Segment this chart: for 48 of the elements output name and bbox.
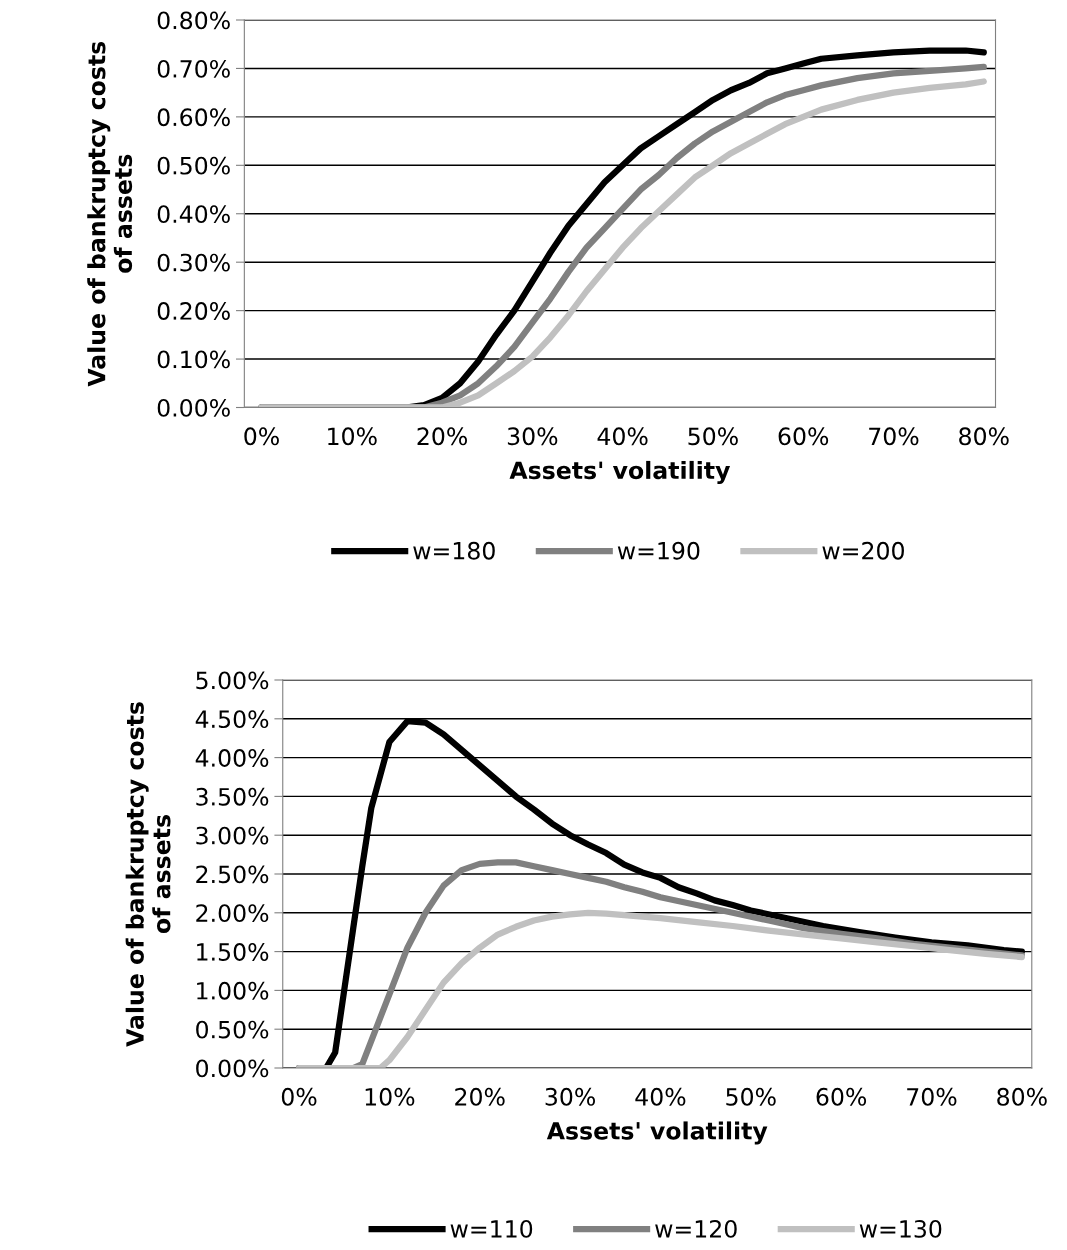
y-tick-label: 1.00% [197, 981, 269, 1000]
y-tick-label: 0.60% [157, 108, 230, 127]
x-tick-label: 40% [635, 1087, 686, 1106]
x-tick-label: 0% [244, 427, 279, 446]
y-tick-label: 0.40% [157, 205, 230, 224]
y-tick-label: 4.50% [195, 710, 269, 729]
y-tick-label: 0.20% [157, 302, 230, 320]
x-axis-title: Assets' volatility [509, 460, 731, 484]
x-tick-label: 10% [365, 1087, 415, 1106]
y-tick-label: 0.80% [157, 11, 230, 30]
x-tick-label: 50% [726, 1087, 776, 1106]
y-tick-label: 2.50% [196, 865, 269, 884]
y-tick-label: 1.50% [197, 943, 269, 961]
x-tick-label: 50% [688, 427, 738, 446]
y-tick-label: 3.00% [196, 826, 269, 845]
x-axis-title: Assets' volatility [546, 1121, 768, 1145]
y-tick-label: 0.30% [157, 253, 230, 272]
x-tick-label: 30% [545, 1087, 596, 1106]
x-tick-label: 20% [417, 427, 467, 446]
y-tick-label: 0.00% [157, 398, 230, 417]
y-tick-label: 5.00% [196, 671, 269, 690]
legend-label: w=110 [450, 1219, 533, 1238]
y-tick-label: 0.50% [196, 1020, 269, 1039]
legend-label: w=120 [655, 1219, 737, 1238]
y-tick-label: 4.00% [195, 749, 269, 767]
x-tick-label: 20% [455, 1087, 505, 1106]
x-tick-label: 80% [959, 427, 1009, 446]
x-tick-label: 80% [997, 1087, 1047, 1106]
legend-label: w=200 [822, 541, 904, 560]
x-tick-label: 60% [778, 427, 829, 446]
x-tick-label: 0% [281, 1087, 317, 1106]
y-axis-title: Value of bankruptcy costs of assets [87, 41, 133, 387]
y-tick-label: 0.70% [157, 59, 230, 78]
x-tick-label: 60% [816, 1087, 867, 1106]
y-axis-title: Value of bankruptcy costs of assets [125, 702, 171, 1047]
legend-label: w=130 [859, 1219, 942, 1238]
y-tick-label: 0.50% [157, 156, 230, 175]
x-tick-label: 10% [328, 427, 377, 446]
x-tick-label: 30% [507, 427, 558, 446]
x-tick-label: 70% [869, 427, 919, 446]
x-tick-label: 70% [907, 1087, 957, 1106]
legend-label: w=180 [413, 541, 495, 560]
x-tick-label: 40% [597, 427, 648, 446]
y-tick-label: 0.00% [196, 1059, 269, 1078]
y-tick-label: 2.00% [196, 904, 269, 923]
y-tick-label: 3.50% [196, 787, 269, 806]
legend-label: w=190 [617, 541, 700, 560]
y-tick-label: 0.10% [157, 350, 230, 369]
